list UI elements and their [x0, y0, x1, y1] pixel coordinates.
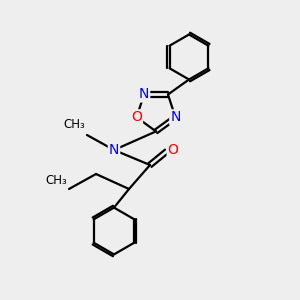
Text: CH₃: CH₃	[46, 175, 68, 188]
Text: N: N	[109, 143, 119, 157]
Text: CH₃: CH₃	[64, 118, 86, 131]
Text: N: N	[170, 110, 181, 124]
Text: O: O	[168, 143, 178, 157]
Text: N: N	[139, 88, 149, 101]
Text: O: O	[131, 110, 142, 124]
